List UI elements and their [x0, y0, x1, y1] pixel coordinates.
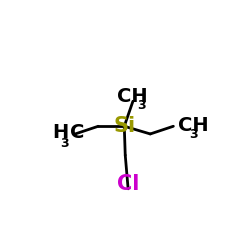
Text: CH: CH — [178, 116, 209, 135]
Text: 3: 3 — [137, 99, 146, 112]
Text: 3: 3 — [60, 137, 68, 150]
Text: Cl: Cl — [117, 174, 139, 194]
Text: Si: Si — [113, 116, 135, 136]
Text: CH: CH — [117, 87, 147, 106]
Text: 3: 3 — [189, 128, 198, 141]
Text: C: C — [70, 124, 85, 142]
Text: H: H — [52, 124, 68, 142]
